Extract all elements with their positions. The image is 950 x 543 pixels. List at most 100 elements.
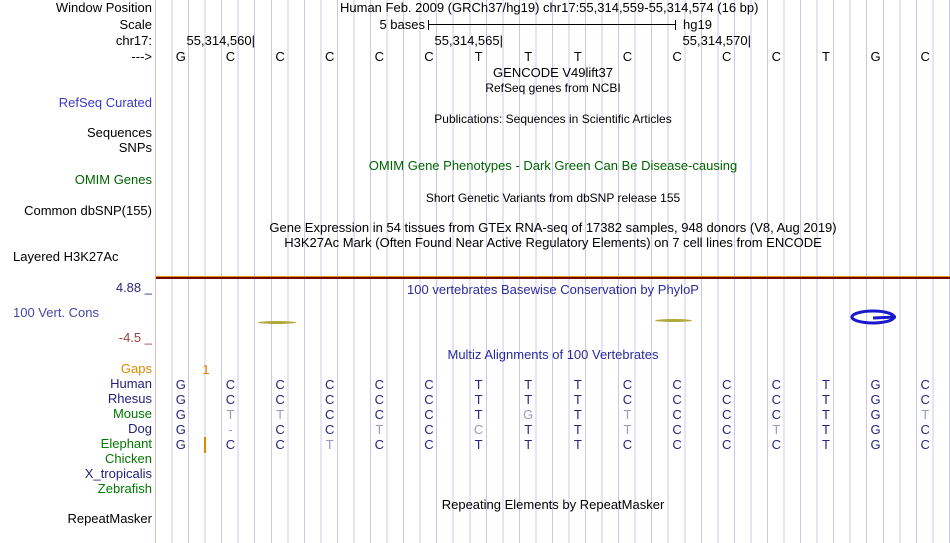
aligned-base: T (573, 377, 582, 392)
strand-arrow-label: ---> (131, 49, 152, 64)
scale-ruler-line (428, 20, 676, 30)
aligned-base: C (721, 437, 732, 452)
aligned-base: T (524, 437, 533, 452)
aligned-base: T (325, 437, 334, 452)
aligned-base: C (225, 437, 236, 452)
aligned-base: G (870, 437, 881, 452)
track-label-common-dbsnp[interactable]: Common dbSNP(155) (24, 203, 152, 218)
aligned-base: C (324, 422, 335, 437)
aligned-base: T (474, 437, 483, 452)
track-title-multiz[interactable]: Multiz Alignments of 100 Vertebrates (447, 347, 659, 362)
track-label-omim-genes[interactable]: OMIM Genes (74, 172, 152, 187)
aligned-base: T (474, 407, 483, 422)
aligned-base: C (225, 392, 236, 407)
aligned-base: G (175, 377, 186, 392)
aligned-base: C (424, 377, 434, 392)
alignment-row-label-zebrafish[interactable]: Zebrafish (97, 481, 152, 496)
reference-base: C (374, 49, 384, 64)
track-label-100-vert-cons[interactable]: 100 Vert. Cons (13, 305, 99, 320)
aligned-base: C (275, 422, 285, 437)
alignment-row-label-dog[interactable]: Dog (128, 421, 152, 436)
alignment-row-label-rhesus[interactable]: Rhesus (107, 391, 152, 406)
track-title-publications[interactable]: Publications: Sequences in Scientific Ar… (434, 112, 672, 126)
alignment-row-label-gaps[interactable]: Gaps (120, 361, 152, 376)
aligned-base: T (821, 422, 830, 437)
reference-base: C (920, 49, 930, 64)
track-label-refseq-curated[interactable]: RefSeq Curated (58, 95, 152, 110)
aligned-base: C (424, 392, 434, 407)
alignment-row-label-x_tropicalis[interactable]: X_tropicalis (84, 466, 152, 481)
reference-base: C (275, 49, 285, 64)
aligned-base: C (721, 407, 732, 422)
track-title-omim[interactable]: OMIM Gene Phenotypes - Dark Green Can Be… (368, 158, 738, 173)
aligned-base: C (672, 437, 682, 452)
reference-base: C (324, 49, 335, 64)
track-title-repeatmasker[interactable]: Repeating Elements by RepeatMasker (441, 497, 665, 512)
reference-base: C (622, 49, 633, 64)
aligned-base: C (275, 437, 285, 452)
aligned-base: T (573, 407, 582, 422)
aligned-base: T (623, 422, 632, 437)
reference-base: T (573, 49, 582, 64)
track-label-sequences[interactable]: Sequences (86, 125, 152, 140)
aligned-base: C (622, 437, 633, 452)
aligned-base: G (175, 392, 186, 407)
aligned-base: C (920, 392, 930, 407)
aligned-base: G (523, 407, 534, 422)
alignment-row-label-chicken[interactable]: Chicken (105, 451, 152, 466)
aligned-base: C (374, 407, 384, 422)
aligned-base: C (225, 377, 236, 392)
aligned-base: T (226, 407, 235, 422)
aligned-base: T (375, 422, 384, 437)
aligned-base: C (424, 422, 434, 437)
aligned-base: T (623, 407, 632, 422)
aligned-base: T (573, 392, 582, 407)
aligned-base: T (524, 392, 533, 407)
aligned-base: C (622, 377, 633, 392)
aligned-base: G (175, 407, 186, 422)
aligned-base: T (573, 437, 582, 452)
scale-bases-label: 5 bases (379, 17, 425, 32)
alignment-row-label-elephant[interactable]: Elephant (100, 436, 152, 451)
track-title-h3k27ac[interactable]: H3K27Ac Mark (Often Found Near Active Re… (284, 235, 822, 250)
elephant-insertion-marker (204, 437, 206, 453)
aligned-base: T (821, 407, 830, 422)
conservation-min-value: -4.5 _ (118, 330, 152, 345)
track-label-layered-h3k27ac[interactable]: Layered H3K27Ac (13, 249, 119, 264)
track-title-phylop[interactable]: 100 vertebrates Basewise Conservation by… (407, 282, 699, 297)
track-label-repeatmasker[interactable]: RepeatMasker (67, 511, 152, 526)
reference-base: C (721, 49, 732, 64)
reference-base: G (870, 49, 881, 64)
aligned-base: C (721, 377, 732, 392)
aligned-base: T (474, 377, 483, 392)
track-title-refseq-sub[interactable]: RefSeq genes from NCBI (485, 81, 621, 95)
alignment-row-label-mouse[interactable]: Mouse (112, 406, 152, 421)
aligned-base: C (771, 392, 781, 407)
aligned-base: G (870, 422, 881, 437)
aligned-base: C (374, 437, 384, 452)
aligned-base: C (374, 392, 384, 407)
track-title-gencode[interactable]: GENCODE V49lift37 (493, 65, 613, 80)
reference-base: C (672, 49, 682, 64)
aligned-base: C (672, 392, 682, 407)
track-title-gtex[interactable]: Gene Expression in 54 tissues from GTEx … (269, 220, 837, 235)
phylop-wiggle-segment (655, 319, 692, 322)
vertical-gridlines (156, 0, 950, 543)
assembly-label: hg19 (683, 17, 712, 32)
alignment-row-label-human[interactable]: Human (110, 376, 152, 391)
aligned-base: T (921, 407, 930, 422)
aligned-base: C (473, 422, 484, 437)
aligned-base: C (324, 407, 335, 422)
aligned-base: C (324, 392, 335, 407)
aligned-base: T (821, 377, 830, 392)
track-title-dbsnp[interactable]: Short Genetic Variants from dbSNP releas… (425, 191, 681, 205)
track-label-snps[interactable]: SNPs (118, 140, 152, 155)
aligned-base: T (573, 422, 582, 437)
aligned-base: C (424, 437, 434, 452)
aligned-base: G (870, 407, 881, 422)
aligned-base: C (771, 407, 781, 422)
